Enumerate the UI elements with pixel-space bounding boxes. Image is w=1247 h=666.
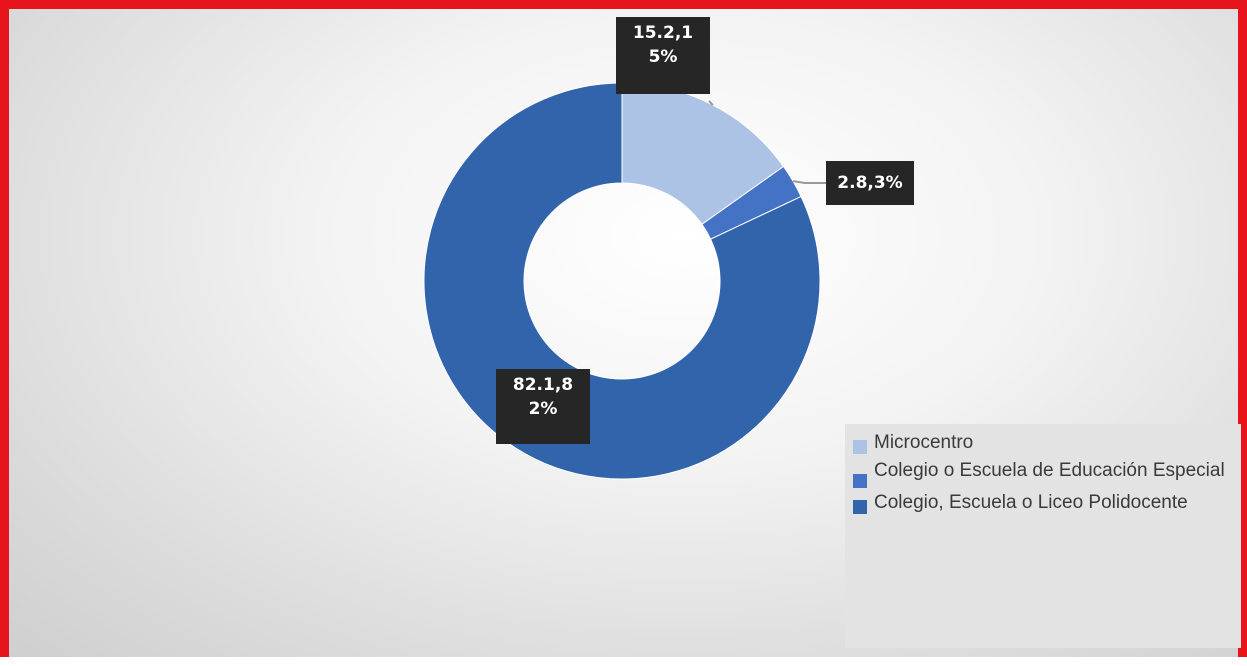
leader-line-microcentro [708,100,714,106]
legend-swatch-microcentro [853,440,867,454]
data-label-educacion-especial: 2.8,3% [826,161,914,205]
legend-item-polidocente: Colegio, Escuela o Liceo Polidocente [853,490,1233,516]
legend: Microcentro Colegio o Escuela de Educaci… [845,424,1241,648]
leader-line-educacion-especial [792,180,826,184]
legend-swatch-educacion-especial [853,474,867,488]
legend-label-polidocente: Colegio, Escuela o Liceo Polidocente [874,492,1188,513]
legend-item-educacion-especial: Colegio o Escuela de Educación Especial [853,458,1233,488]
data-label-polidocente: 82.1,82% [496,369,590,444]
legend-label-educacion-especial: Colegio o Escuela de Educación Especial [874,460,1225,481]
legend-swatch-polidocente [853,500,867,514]
data-label-microcentro: 15.2,15% [616,17,710,94]
legend-item-microcentro: Microcentro [853,430,1233,456]
legend-label-microcentro: Microcentro [874,432,974,453]
